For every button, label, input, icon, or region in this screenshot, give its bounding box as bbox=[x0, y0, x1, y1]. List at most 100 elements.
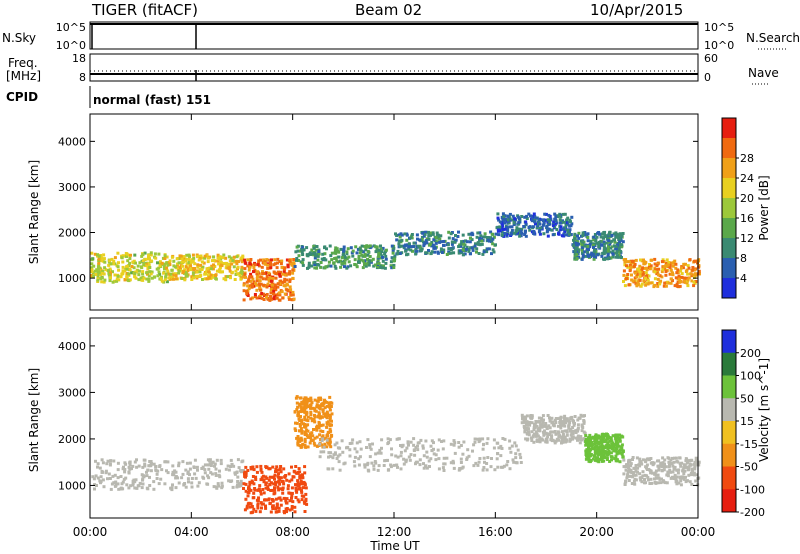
data-cell bbox=[558, 434, 561, 438]
data-cell bbox=[428, 231, 432, 235]
data-cell bbox=[611, 249, 615, 253]
data-cell bbox=[148, 484, 152, 487]
data-cell bbox=[121, 265, 125, 269]
data-cell bbox=[620, 256, 623, 259]
y-tick-label: 4000 bbox=[58, 340, 86, 353]
data-cell bbox=[191, 259, 195, 263]
x-tick-label: 20:00 bbox=[579, 525, 614, 539]
data-cell bbox=[127, 465, 131, 469]
data-cell bbox=[679, 269, 683, 273]
data-cell bbox=[489, 236, 493, 240]
data-cell bbox=[398, 252, 402, 255]
data-cell bbox=[536, 439, 540, 443]
data-cell bbox=[133, 486, 137, 490]
data-cell bbox=[141, 259, 145, 263]
data-cell bbox=[641, 470, 645, 474]
data-cell bbox=[297, 254, 301, 258]
colorbar-segment bbox=[722, 238, 736, 259]
data-cell bbox=[545, 225, 549, 229]
data-cell bbox=[579, 413, 583, 417]
data-cell bbox=[307, 261, 311, 265]
velocity-colorbar-label: Velocity [m s^-1] bbox=[757, 358, 771, 462]
data-cell bbox=[348, 454, 352, 458]
data-cell bbox=[233, 278, 237, 281]
data-cell bbox=[600, 254, 604, 258]
data-cell bbox=[358, 247, 362, 251]
data-cell bbox=[405, 446, 409, 450]
data-cell bbox=[296, 249, 300, 253]
data-cell bbox=[547, 424, 551, 428]
data-cell bbox=[546, 218, 550, 222]
data-cell bbox=[558, 214, 562, 218]
data-cell bbox=[513, 231, 516, 235]
data-cell bbox=[618, 237, 622, 241]
data-cell bbox=[685, 281, 689, 285]
data-cell bbox=[184, 265, 188, 269]
data-cell bbox=[224, 278, 228, 282]
data-cell bbox=[290, 478, 294, 482]
data-cell bbox=[407, 242, 411, 246]
data-cell bbox=[224, 467, 228, 471]
data-cell bbox=[680, 461, 684, 465]
data-cell bbox=[287, 472, 291, 476]
data-cell bbox=[601, 236, 605, 240]
data-cell bbox=[551, 233, 555, 237]
data-cell bbox=[212, 485, 216, 489]
data-cell bbox=[94, 474, 98, 478]
data-cell bbox=[266, 282, 270, 286]
data-cell bbox=[499, 465, 503, 469]
data-cell bbox=[423, 232, 427, 236]
data-cell bbox=[438, 237, 442, 241]
data-cell bbox=[300, 420, 304, 424]
data-cell bbox=[369, 260, 373, 264]
data-cell bbox=[414, 446, 418, 449]
data-cell bbox=[425, 241, 429, 245]
data-cell bbox=[229, 276, 232, 280]
data-cell bbox=[687, 468, 691, 471]
data-cell bbox=[588, 440, 592, 443]
data-cell bbox=[153, 275, 157, 279]
data-cell bbox=[252, 266, 256, 270]
data-cell bbox=[532, 232, 536, 235]
data-cell bbox=[561, 219, 564, 223]
data-cell bbox=[277, 472, 280, 476]
data-cell bbox=[631, 456, 635, 459]
data-cell bbox=[500, 226, 504, 230]
data-cell bbox=[325, 438, 329, 442]
data-cell bbox=[445, 253, 449, 256]
data-cell bbox=[466, 448, 470, 452]
data-cell bbox=[279, 487, 283, 491]
data-cell bbox=[228, 259, 232, 263]
data-cell bbox=[584, 441, 588, 444]
data-cell bbox=[649, 258, 653, 262]
data-cell bbox=[302, 248, 306, 252]
data-cell bbox=[231, 259, 235, 262]
data-cell bbox=[553, 430, 556, 434]
data-cell bbox=[141, 253, 145, 257]
data-cell bbox=[134, 478, 138, 482]
data-cell bbox=[688, 480, 692, 484]
data-cell bbox=[550, 435, 554, 439]
data-cell bbox=[392, 266, 396, 269]
data-cell bbox=[214, 274, 217, 277]
data-cell bbox=[179, 268, 183, 272]
nsearch-label: N.Search bbox=[746, 31, 800, 45]
data-cell bbox=[93, 487, 96, 491]
data-cell bbox=[654, 473, 658, 477]
data-cell bbox=[523, 430, 527, 434]
data-cell bbox=[434, 241, 438, 245]
data-cell bbox=[643, 478, 646, 481]
data-cell bbox=[309, 436, 312, 439]
data-cell bbox=[219, 260, 223, 264]
data-cell bbox=[295, 421, 299, 425]
data-cell bbox=[478, 236, 481, 240]
data-cell bbox=[665, 481, 669, 485]
data-cell bbox=[596, 253, 600, 257]
data-cell bbox=[116, 274, 120, 278]
data-cell bbox=[567, 424, 571, 428]
data-cell bbox=[184, 257, 188, 261]
data-cell bbox=[217, 484, 221, 488]
data-cell bbox=[330, 433, 333, 437]
data-cell bbox=[481, 252, 485, 256]
